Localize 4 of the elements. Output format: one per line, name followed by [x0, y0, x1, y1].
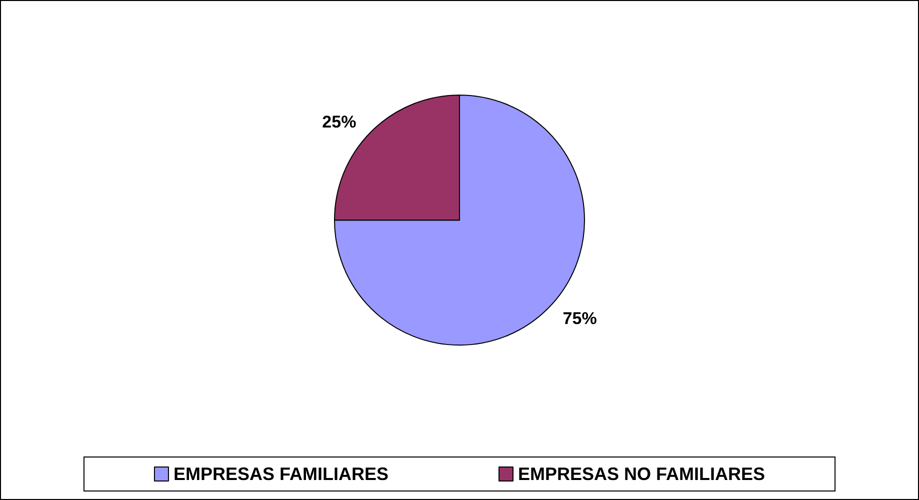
legend-label: EMPRESAS NO FAMILIARES — [518, 464, 766, 484]
legend-label: EMPRESAS FAMILIARES — [173, 464, 389, 484]
data-label: 25% — [322, 112, 356, 132]
data-label: 75% — [562, 308, 597, 328]
